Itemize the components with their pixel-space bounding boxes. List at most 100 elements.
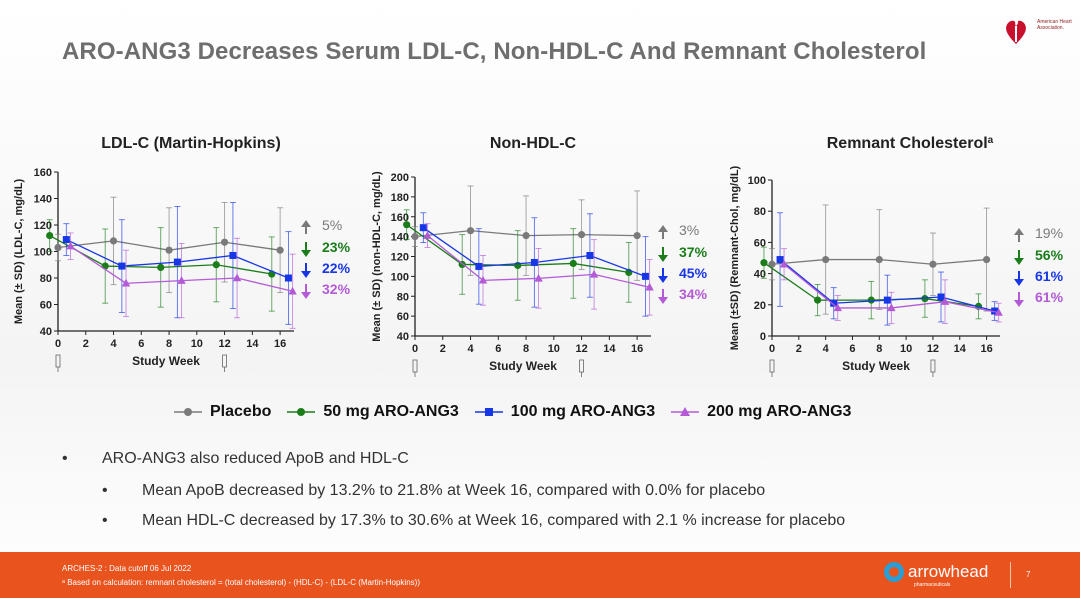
bullet-sub-1: • Mean ApoB decreased by 13.2% to 21.8% a… <box>102 482 765 500</box>
data-point <box>411 233 419 241</box>
series-3 <box>419 212 649 317</box>
x-tick-label: 4 <box>823 343 830 355</box>
data-point <box>586 252 594 260</box>
percent-change-label: 32% <box>322 281 351 297</box>
y-tick-label: 80 <box>40 273 52 285</box>
bullet-main-text: ARO-ANG3 also reduced ApoB and HDL-C <box>102 450 409 467</box>
syringe-icon <box>769 359 775 373</box>
arrow-down-icon <box>301 250 311 257</box>
x-tick-label: 14 <box>954 343 967 355</box>
data-point <box>822 255 830 264</box>
x-tick-label: 4 <box>467 343 474 355</box>
data-point <box>779 259 789 268</box>
data-point <box>109 237 118 245</box>
data-point <box>475 262 483 270</box>
series-4 <box>779 248 1003 324</box>
data-point <box>173 258 181 266</box>
bullet-main: • ARO-ANG3 also reduced ApoB and HDL-C <box>62 450 409 468</box>
logo-text: American Heart Association. <box>1037 19 1072 31</box>
y-tick-label: 120 <box>391 252 409 264</box>
legend: Placebo 50 mg ARO-ANG3 100 mg ARO-ANG3 200 … <box>172 400 851 424</box>
arrow-up-icon <box>301 220 311 227</box>
page-number: 7 <box>1026 570 1031 579</box>
y-tick-label: 20 <box>754 300 766 312</box>
legend-label: 200 mg ARO-ANG3 <box>707 403 852 420</box>
y-tick-label: 100 <box>748 175 766 187</box>
arrow-down-icon <box>658 276 668 283</box>
y-tick-label: 180 <box>391 192 409 204</box>
chart-title: LDL-C (Martin-Hopkins) <box>101 135 281 152</box>
percent-change-label: 34% <box>679 286 708 302</box>
data-point <box>466 227 475 235</box>
x-tick-label: 10 <box>191 338 203 350</box>
percent-change-label: 37% <box>679 244 708 260</box>
arrow-down-icon <box>1014 258 1024 265</box>
data-point <box>522 232 530 240</box>
arrow-down-icon <box>301 271 311 278</box>
series-4 <box>423 223 654 316</box>
y-tick-label: 160 <box>391 212 409 224</box>
series-1 <box>411 185 641 281</box>
x-tick-label: 6 <box>495 343 501 355</box>
chart-title: Remnant Cholesterola <box>827 135 994 153</box>
data-point <box>66 241 75 250</box>
data-point <box>276 246 284 254</box>
data-point <box>419 224 427 232</box>
legend-label: 50 mg ARO-ANG3 <box>323 403 459 420</box>
x-tick-label: 14 <box>246 338 259 350</box>
data-point <box>641 272 649 280</box>
data-point <box>937 293 945 301</box>
data-point <box>478 275 488 284</box>
x-tick-label: 8 <box>876 343 882 355</box>
x-tick-label: 16 <box>631 343 643 355</box>
y-tick-label: 60 <box>397 311 409 323</box>
series-2 <box>46 219 276 312</box>
y-axis-label: Mean (±SD) (Remnant-Chol, mg/dL) <box>729 165 741 350</box>
data-point <box>46 232 54 240</box>
data-point <box>577 231 586 239</box>
arrowhead-logo: arrowhead <box>884 562 988 582</box>
y-tick-label: 40 <box>397 331 409 343</box>
data-point <box>982 255 991 264</box>
bullet-sub-2: • Mean HDL-C decreased by 17.3% to 30.6% … <box>102 512 845 530</box>
x-axis-label: Study Week <box>842 359 910 373</box>
footer-footnote: ᵃ Based on calculation: remnant choleste… <box>62 578 420 587</box>
legend-swatch <box>287 408 316 416</box>
arrow-down-icon <box>1014 279 1024 286</box>
chart-title: Non-HDL-C <box>490 135 577 152</box>
data-point <box>177 276 186 284</box>
data-point <box>994 308 1003 316</box>
percent-change-label: 5% <box>322 217 342 233</box>
page-title: ARO-ANG3 Decreases Serum LDL-C, Non-HDL-… <box>62 38 927 65</box>
legend-item: Placebo <box>172 403 271 421</box>
legend-item: 50 mg ARO-ANG3 <box>285 403 459 421</box>
data-point <box>530 258 538 266</box>
arrowhead-logo-icon <box>884 562 904 582</box>
legend-item: 100 mg ARO-ANG3 <box>473 403 655 421</box>
data-point <box>403 221 411 229</box>
series-2 <box>403 209 633 303</box>
data-point <box>814 296 822 304</box>
data-point <box>883 296 891 304</box>
y-tick-label: 200 <box>391 172 409 184</box>
arrow-down-icon <box>658 255 668 262</box>
x-tick-label: 10 <box>900 343 912 355</box>
chart-panel-1: LDL-C (Martin-Hopkins)406080100120140160… <box>13 135 351 372</box>
data-point <box>165 246 173 254</box>
data-point <box>776 256 784 264</box>
legend-swatch <box>474 408 503 416</box>
data-point <box>118 262 126 270</box>
x-tick-label: 0 <box>769 343 775 355</box>
data-point <box>929 260 937 268</box>
data-point <box>830 299 838 307</box>
syringe-icon <box>222 354 227 368</box>
x-tick-label: 10 <box>548 343 560 355</box>
data-point <box>220 238 229 246</box>
y-tick-label: 40 <box>40 326 52 338</box>
data-point <box>760 259 768 267</box>
percent-change-label: 19% <box>1035 225 1063 241</box>
brand-name: arrowhead <box>908 562 989 581</box>
arrow-up-icon <box>1014 228 1024 235</box>
y-axis-label: Mean (± SD) (non-HDL-C, mg/dL) <box>371 171 383 342</box>
